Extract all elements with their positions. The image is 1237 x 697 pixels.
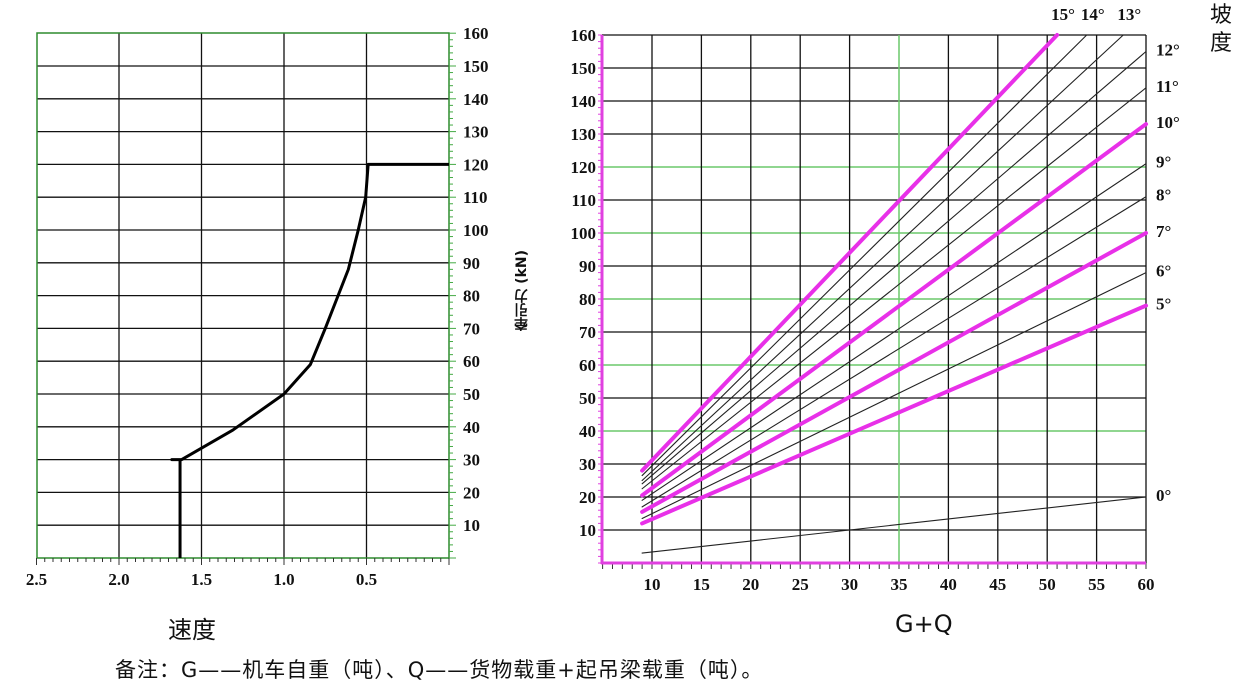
left-x-tick-label: 1.5 — [191, 570, 212, 589]
right-x-tick-label: 15 — [693, 575, 710, 594]
left-y-tick-label: 110 — [463, 188, 488, 207]
slope-label: 5° — [1156, 295, 1171, 314]
slope-label: 11° — [1156, 77, 1179, 96]
slope-label: 6° — [1156, 262, 1171, 281]
right-x-tick-label: 45 — [989, 575, 1006, 594]
slope-line-5deg — [640, 303, 1148, 526]
right-x-tick-label: 50 — [1039, 575, 1056, 594]
left-y-tick-label: 160 — [463, 24, 489, 43]
left-x-tick-label: 2.0 — [108, 570, 129, 589]
right-y-tick-label: 20 — [579, 488, 596, 507]
left-x-tick-label: 2.5 — [26, 570, 47, 589]
right-y-tick-label: 140 — [571, 92, 597, 111]
left-x-tick-label: 0.5 — [356, 570, 377, 589]
slope-line-6deg — [641, 272, 1147, 520]
slope-line-9deg — [641, 163, 1147, 501]
right-y-tick-label: 60 — [579, 356, 596, 375]
left-y-tick-label: 120 — [463, 155, 489, 174]
traction-speed-curve — [170, 162, 449, 558]
right-y-tick-label: 130 — [571, 125, 597, 144]
left-y-tick-label: 90 — [463, 254, 480, 273]
y-axis-label: 牵引力 (kN) — [514, 250, 530, 331]
slope-line-8deg — [641, 196, 1147, 508]
right-y-tick-label: 150 — [571, 59, 597, 78]
right-x-tick-label: 35 — [891, 575, 908, 594]
slope-label: 7° — [1156, 222, 1171, 241]
right-x-axis-label: G+Q — [895, 610, 953, 638]
right-x-tick-label: 60 — [1138, 575, 1155, 594]
slope-label: 0° — [1156, 486, 1171, 505]
left-y-tick-label: 80 — [463, 287, 480, 306]
footnote: 备注：G——机车自重（吨）、Q——货物载重+起吊梁载重（吨）。 — [115, 658, 764, 682]
right-x-tick-label: 25 — [792, 575, 809, 594]
left-y-tick-label: 130 — [463, 123, 489, 142]
slope-label: 14° — [1081, 5, 1105, 24]
right-y-tick-label: 50 — [579, 389, 596, 408]
right-y-tick-label: 120 — [571, 158, 597, 177]
slope-label: 8° — [1156, 186, 1171, 205]
left-y-tick-label: 20 — [463, 483, 480, 502]
right-y-tick-label: 110 — [571, 191, 596, 210]
slope-line-0deg — [641, 496, 1147, 554]
slope-line-11deg — [641, 87, 1147, 490]
right-x-tick-label: 30 — [841, 575, 858, 594]
left-y-tick-label: 150 — [463, 57, 489, 76]
right-y-tick-label: 100 — [571, 224, 597, 243]
slope-line-13deg — [641, 34, 1124, 482]
left-y-tick-label: 50 — [463, 385, 480, 404]
left-x-axis-label: 速度 — [168, 616, 216, 644]
slope-line-14deg — [641, 34, 1088, 477]
left-y-tick-label: 140 — [463, 90, 489, 109]
right-y-tick-label: 80 — [579, 290, 596, 309]
slope-label: 10° — [1156, 113, 1180, 132]
slope-label: 9° — [1156, 153, 1171, 172]
right-y-tick-label: 90 — [579, 257, 596, 276]
slope-line-12deg — [641, 50, 1147, 485]
left-y-tick-label: 100 — [463, 221, 489, 240]
slope-label: 13° — [1117, 5, 1141, 24]
right-x-tick-label: 40 — [940, 575, 957, 594]
slope-line-15deg — [640, 33, 1060, 473]
left-y-tick-label: 60 — [463, 352, 480, 371]
right-y-tick-label: 40 — [579, 422, 596, 441]
slope-line-10deg — [640, 122, 1148, 498]
left-y-tick-label: 40 — [463, 418, 480, 437]
slope-label: 12° — [1156, 41, 1180, 60]
slope-legend-title: 坡度 — [1210, 3, 1233, 56]
left-y-tick-label: 70 — [463, 319, 480, 338]
left-y-tick-label: 10 — [463, 516, 480, 535]
right-y-tick-label: 160 — [571, 26, 597, 45]
right-x-tick-label: 10 — [644, 575, 661, 594]
left-x-tick-label: 1.0 — [273, 570, 294, 589]
right-x-tick-label: 20 — [742, 575, 759, 594]
right-y-tick-label: 70 — [579, 323, 596, 342]
right-x-tick-label: 55 — [1088, 575, 1105, 594]
slope-line-7deg — [640, 231, 1148, 514]
slope-label: 15° — [1051, 5, 1075, 24]
right-y-tick-label: 30 — [579, 455, 596, 474]
right-y-tick-label: 10 — [579, 521, 596, 540]
left-y-tick-label: 30 — [463, 451, 480, 470]
